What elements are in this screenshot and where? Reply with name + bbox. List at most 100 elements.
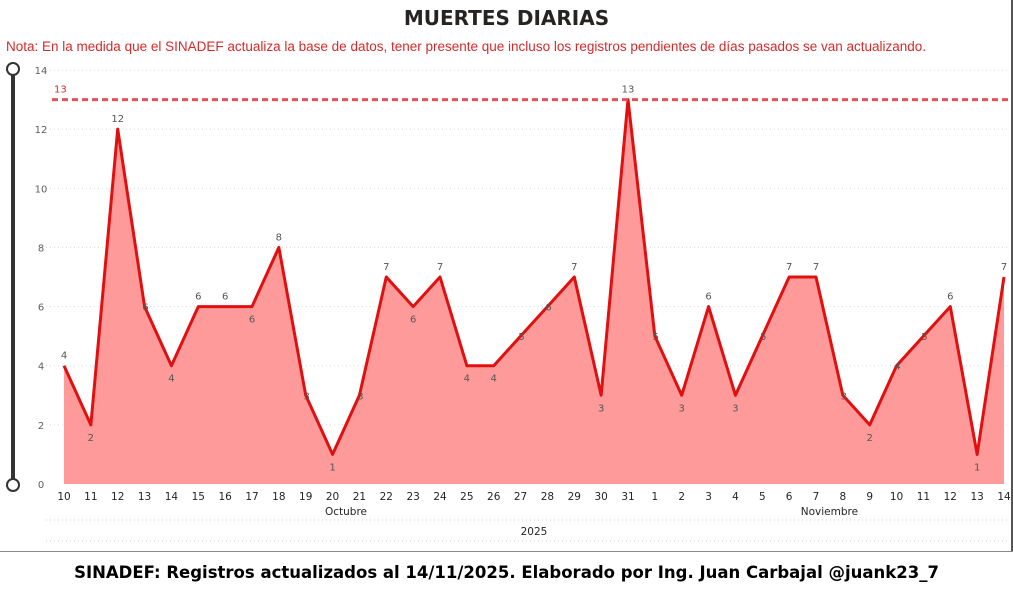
area-series — [62, 98, 1006, 485]
range-slider[interactable] — [6, 62, 20, 492]
x-tick-label: 12 — [111, 491, 124, 503]
y-tick-label: 8 — [38, 243, 44, 254]
x-tick-label: 7 — [813, 491, 820, 503]
x-tick-label: 30 — [594, 491, 607, 503]
data-label: 13 — [622, 85, 635, 96]
data-label: 2 — [88, 433, 94, 444]
x-tick-label: 18 — [272, 491, 285, 503]
y-tick-label: 2 — [38, 421, 44, 432]
x-tick-label: 1 — [652, 491, 659, 503]
data-label: 4 — [491, 374, 497, 385]
x-tick-label: 14 — [165, 491, 179, 503]
x-tick-label: 8 — [840, 491, 847, 503]
data-label: 6 — [705, 292, 711, 303]
update-note: Nota: En la medida que el SINADEF actual… — [6, 39, 927, 54]
x-tick-label: 23 — [406, 491, 419, 503]
data-label: 4 — [894, 362, 900, 373]
x-tick-label: 17 — [245, 491, 258, 503]
x-tick-label: 14 — [997, 491, 1011, 503]
frame-border — [1011, 0, 1013, 551]
reference-line-label: 13 — [54, 85, 67, 96]
x-tick-label: 11 — [917, 491, 930, 503]
x-tick-label: 10 — [57, 491, 70, 503]
data-label: 6 — [142, 303, 148, 314]
x-tick-label: 6 — [786, 491, 793, 503]
data-label: 3 — [732, 403, 738, 414]
x-tick-label: 27 — [514, 491, 527, 503]
x-tick-label: 16 — [218, 491, 232, 503]
footer-divider — [0, 551, 1013, 552]
data-label: 7 — [437, 262, 443, 273]
x-group-label: Octubre — [325, 506, 367, 518]
data-label: 5 — [518, 332, 524, 343]
data-label: 5 — [921, 332, 927, 343]
x-tick-label: 2 — [678, 491, 685, 503]
data-label: 4 — [61, 351, 67, 362]
y-tick-label: 4 — [38, 362, 44, 373]
x-tick-label: 9 — [866, 491, 873, 503]
data-label: 1 — [329, 462, 335, 473]
data-label: 5 — [760, 332, 766, 343]
data-label: 3 — [679, 403, 685, 414]
data-label: 6 — [249, 315, 255, 326]
area-fill — [64, 99, 1004, 485]
data-label: 7 — [383, 262, 389, 273]
data-label: 3 — [841, 391, 847, 402]
y-axis: 0 2 4 6 8 10 12 14 — [35, 66, 48, 491]
range-slider-top-handle[interactable] — [6, 62, 20, 76]
data-label: 12 — [111, 114, 124, 125]
chart-title: MUERTES DIARIAS — [403, 6, 610, 30]
data-label: 8 — [276, 232, 282, 243]
data-label: 4 — [168, 374, 174, 385]
y-tick-label: 14 — [35, 66, 48, 77]
x-tick-label: 13 — [970, 491, 983, 503]
data-label: 4 — [464, 374, 470, 385]
data-label: 3 — [357, 391, 363, 402]
reference-line: 13 — [52, 85, 1008, 102]
x-tick-label: 5 — [759, 491, 766, 503]
x-tick-label: 25 — [460, 491, 473, 503]
data-label: 6 — [195, 292, 201, 303]
x-tick-label: 13 — [138, 491, 151, 503]
data-label: 7 — [1001, 262, 1007, 273]
data-label: 5 — [653, 332, 659, 343]
y-tick-label: 6 — [38, 303, 44, 314]
footer-credit: SINADEF: Registros actualizados al 14/11… — [74, 563, 939, 582]
x-tick-label: 10 — [890, 491, 903, 503]
data-label: 7 — [813, 262, 819, 273]
x-tick-label: 28 — [541, 491, 554, 503]
data-label: 6 — [222, 292, 228, 303]
data-label: 6 — [947, 292, 953, 303]
x-tick-label: 11 — [84, 491, 97, 503]
x-tick-label: 26 — [487, 491, 501, 503]
x-year-label: 2025 — [521, 526, 548, 538]
data-label: 3 — [304, 391, 310, 402]
y-tick-label: 10 — [35, 184, 48, 195]
data-label: 7 — [786, 262, 792, 273]
x-tick-label: 21 — [353, 491, 366, 503]
x-tick-label: 12 — [944, 491, 957, 503]
data-label: 6 — [410, 315, 416, 326]
x-tick-label: 15 — [192, 491, 205, 503]
x-tick-label: 4 — [732, 491, 739, 503]
data-label: 2 — [867, 433, 873, 444]
range-slider-bottom-handle[interactable] — [6, 478, 20, 492]
x-tick-label: 19 — [299, 491, 312, 503]
data-label: 3 — [598, 403, 604, 414]
x-axis: 10 11 12 13 14 15 16 17 18 19 20 21 22 23 24 25 26 27 28 29… — [46, 491, 1011, 542]
x-tick-label: 29 — [568, 491, 581, 503]
y-tick-label: 0 — [38, 480, 44, 491]
y-tick-label: 12 — [35, 125, 48, 136]
x-tick-label: 24 — [433, 491, 447, 503]
data-label: 1 — [974, 462, 980, 473]
x-group-label: Noviembre — [801, 506, 858, 518]
x-tick-label: 20 — [326, 491, 339, 503]
data-label: 7 — [571, 262, 577, 273]
series-line — [62, 98, 1006, 456]
x-tick-label: 3 — [705, 491, 712, 503]
data-label: 6 — [545, 303, 551, 314]
x-tick-label: 31 — [621, 491, 634, 503]
x-tick-label: 22 — [380, 491, 393, 503]
